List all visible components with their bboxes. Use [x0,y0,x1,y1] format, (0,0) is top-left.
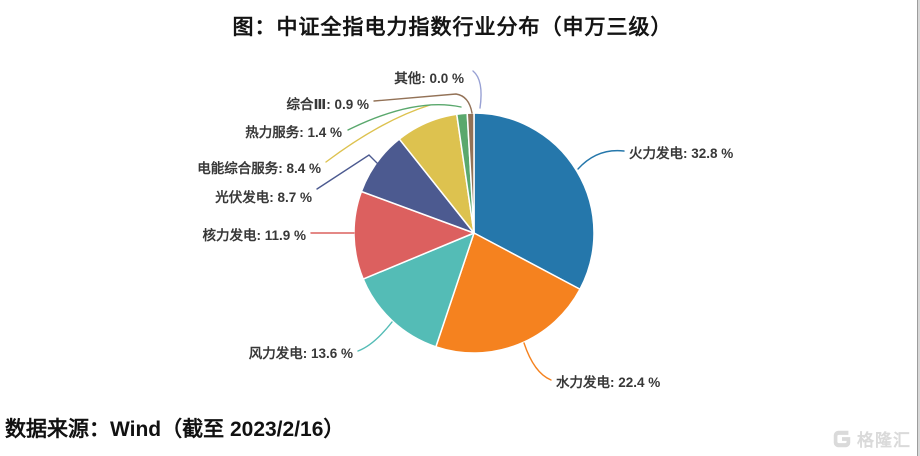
leader-line-8 [472,70,482,109]
slice-label-6: 热力服务: 1.4 % [245,124,342,140]
page-title: 图：中证全指电力指数行业分布（申万三级） [232,15,673,39]
slice-label-0: 火力发电: 32.8 % [629,145,733,161]
leader-line-0 [577,149,625,170]
slice-label-7: 综合Ⅲ: 0.9 % [286,96,369,112]
leader-line-7 [373,93,473,114]
slice-label-5: 电能综合服务: 8.4 % [197,160,321,176]
source-note: 数据来源：Wind（截至 2023/2/16） [5,413,344,443]
pie-slice-1 [435,232,581,354]
slice-label-8: 其他: 0.0 % [394,70,464,86]
slice-label-2: 风力发电: 13.6 % [249,345,353,361]
pie-slice-2 [362,232,475,348]
leader-line-6 [347,104,462,131]
slice-label-3: 核力发电: 11.9 % [202,227,306,243]
pie-slice-0 [473,112,595,291]
pie-slice-7 [466,112,475,234]
slice-label-1: 水力发电: 22.4 % [556,374,660,390]
watermark: 格隆汇 [831,426,911,451]
brand-name: 格隆汇 [857,431,911,450]
leader-line-5 [325,104,431,163]
leader-line-4 [316,154,379,190]
right-edge-strip [917,0,920,456]
source-prefix: 数据来源： [5,417,110,441]
source-text: Wind（截至 2023/2/16） [110,418,345,441]
slice-label-4: 光伏发电: 8.7 % [214,189,312,205]
leader-line-2 [357,321,393,352]
pie-slice-3 [353,190,475,280]
leader-line-1 [523,342,552,381]
brand-logo-icon [831,428,853,450]
